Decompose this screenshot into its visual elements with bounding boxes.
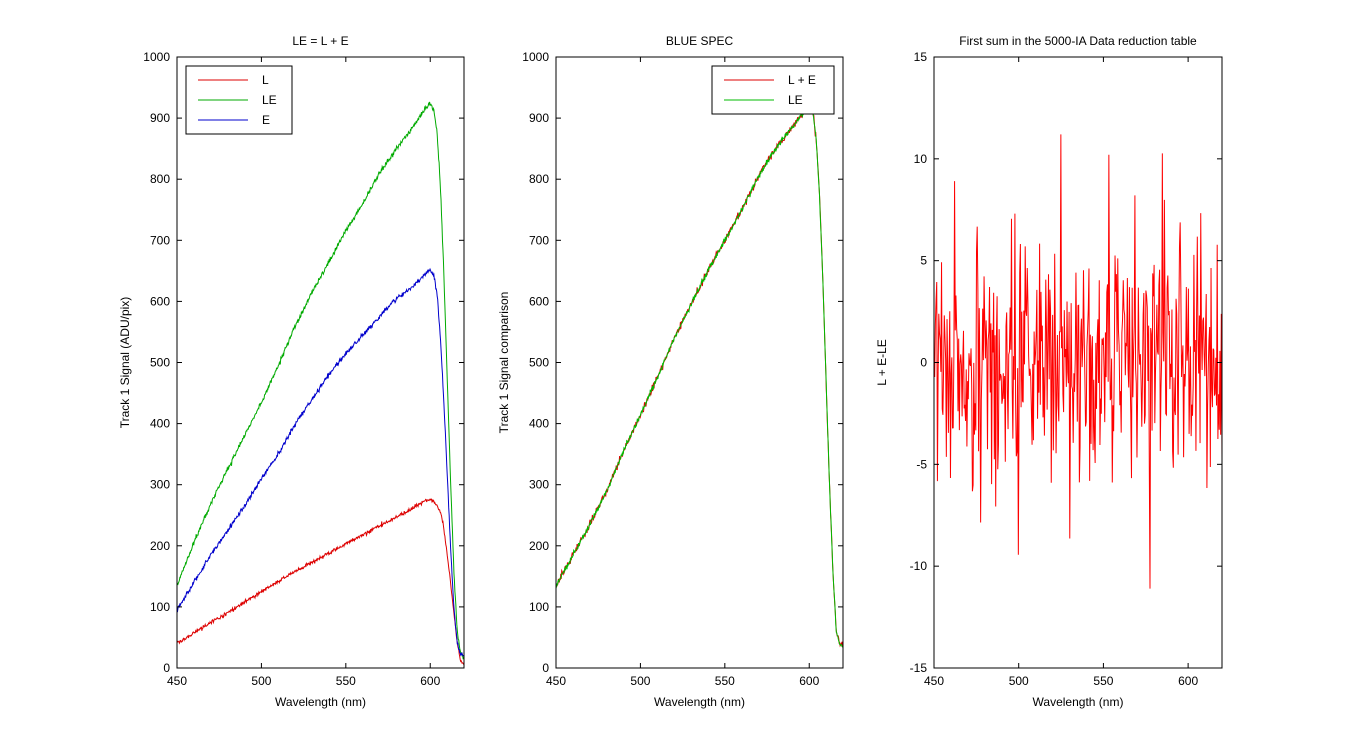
series-group: [176, 101, 465, 666]
y-tick-label: 0: [542, 661, 549, 675]
y-tick-label: 200: [529, 539, 549, 553]
y-tick-label: -10: [910, 559, 928, 573]
y-tick-label: -5: [916, 457, 927, 471]
legend-label: LE: [262, 93, 277, 107]
x-tick-label: 550: [1093, 674, 1113, 688]
x-tick-label: 600: [420, 674, 440, 688]
series-line: [176, 101, 465, 661]
legend-label: L + E: [788, 73, 816, 87]
plot-area: [556, 57, 843, 668]
chart-blue-spec: BLUE SPEC Wavelength (nm) Track 1 Signal…: [497, 34, 844, 709]
x-tick-label: 550: [715, 674, 735, 688]
y-tick-label: 100: [150, 600, 170, 614]
legend: L LE E: [185, 65, 293, 135]
y-tick-label: 700: [150, 233, 170, 247]
y-tick-label: 1000: [143, 50, 170, 64]
chart-title: First sum in the 5000-IA Data reduction …: [959, 34, 1197, 48]
y-tick-label: 5: [920, 254, 927, 268]
plot-area: [177, 57, 464, 668]
ticks: 450 500 550 600 0 100 200 300 400 500 600 700 800 900…: [522, 50, 843, 688]
x-tick-label: 450: [546, 674, 566, 688]
y-tick-label: 800: [529, 172, 549, 186]
x-axis-label: Wavelength (nm): [1033, 695, 1124, 709]
y-axis-label: Track 1 Signal (ADU/pix): [118, 297, 132, 429]
y-tick-label: 800: [150, 172, 170, 186]
series-group: [555, 103, 844, 649]
x-tick-label: 600: [1178, 674, 1198, 688]
chart-first-sum: First sum in the 5000-IA Data reduction …: [875, 34, 1223, 709]
y-tick-label: 0: [920, 356, 927, 370]
y-tick-label: 100: [529, 600, 549, 614]
chart-title: LE = L + E: [292, 34, 348, 48]
series-group: [933, 134, 1223, 589]
y-tick-label: 400: [150, 417, 170, 431]
x-tick-label: 500: [1009, 674, 1029, 688]
y-tick-label: 500: [150, 356, 170, 370]
series-line: [555, 105, 844, 648]
y-tick-label: 10: [914, 152, 928, 166]
y-tick-label: 600: [529, 294, 549, 308]
y-tick-label: 600: [150, 294, 170, 308]
y-tick-label: 300: [529, 478, 549, 492]
y-tick-label: -15: [910, 661, 928, 675]
legend: L + E LE: [711, 65, 835, 115]
x-tick-label: 600: [799, 674, 819, 688]
legend-box: [711, 65, 835, 115]
y-tick-label: 400: [529, 417, 549, 431]
x-tick-label: 450: [924, 674, 944, 688]
y-tick-label: 15: [914, 50, 928, 64]
y-tick-label: 0: [163, 661, 170, 675]
y-tick-label: 900: [150, 111, 170, 125]
chart-le-sum: LE = L + E Wavelength (nm) Track 1 Signa…: [118, 34, 465, 709]
y-axis-label: L + E-LE: [875, 339, 889, 386]
x-tick-label: 500: [630, 674, 650, 688]
x-tick-label: 500: [251, 674, 271, 688]
x-tick-label: 450: [167, 674, 187, 688]
y-tick-label: 1000: [522, 50, 549, 64]
y-tick-label: 300: [150, 478, 170, 492]
legend-label: L: [262, 73, 269, 87]
x-tick-label: 550: [336, 674, 356, 688]
y-tick-label: 900: [529, 111, 549, 125]
y-axis-label: Track 1 Signal comparison: [497, 292, 511, 434]
y-tick-label: 500: [529, 356, 549, 370]
series-line: [176, 498, 465, 666]
series-line: [933, 134, 1223, 589]
chart-title: BLUE SPEC: [666, 34, 734, 48]
series-line: [176, 267, 465, 658]
ticks: 450 500 550 600 0 100 200 300 400 500 600 700 800 900…: [143, 50, 464, 688]
ticks: 450 500 550 600 -15 -10 -5 0 5 10 15: [910, 50, 1222, 688]
legend-label: LE: [788, 93, 803, 107]
x-axis-label: Wavelength (nm): [654, 695, 745, 709]
y-tick-label: 200: [150, 539, 170, 553]
y-tick-label: 700: [529, 233, 549, 247]
x-axis-label: Wavelength (nm): [275, 695, 366, 709]
legend-label: E: [262, 113, 270, 127]
